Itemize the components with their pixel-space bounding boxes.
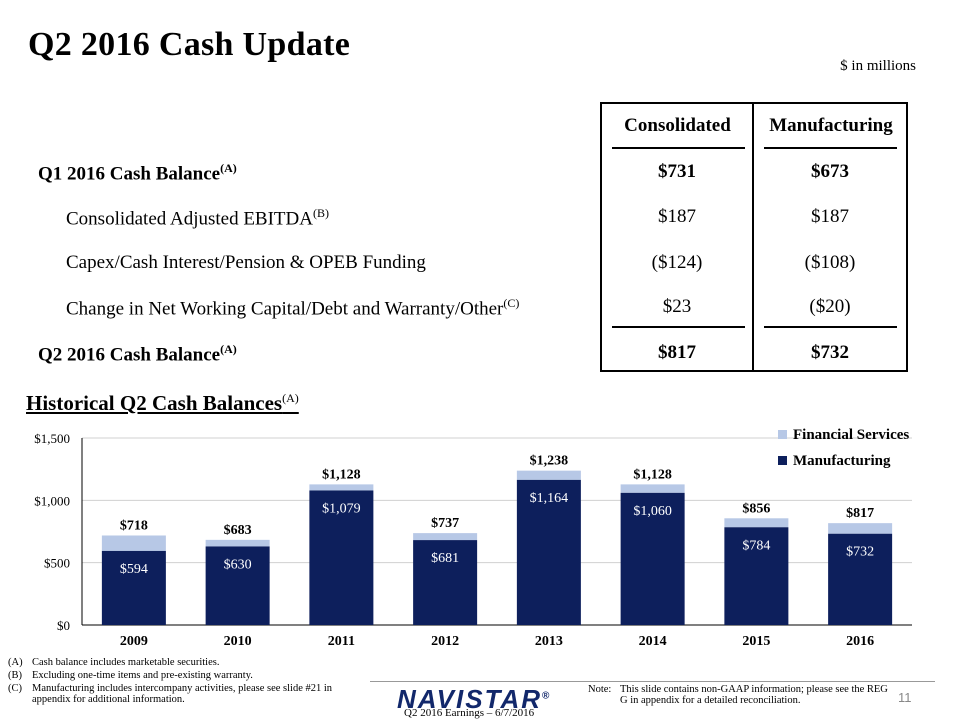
x-tick-label: 2010 bbox=[224, 634, 252, 649]
total-value-label: $856 bbox=[742, 501, 770, 516]
total-value-label: $737 bbox=[431, 516, 459, 531]
table-column-divider bbox=[752, 102, 754, 372]
total-value-label: $718 bbox=[120, 518, 148, 533]
bar-financial-services bbox=[413, 533, 478, 541]
total-value-label: $817 bbox=[846, 506, 874, 521]
row-label-capex: Capex/Cash Interest/Pension & OPEB Fundi… bbox=[66, 252, 426, 273]
footnote-a: (A) Cash balance includes marketable secu… bbox=[8, 657, 220, 668]
x-tick-label: 2014 bbox=[639, 634, 667, 649]
bar-manufacturing bbox=[413, 540, 478, 625]
manufacturing-value-label: $1,079 bbox=[322, 501, 361, 516]
value-q1-consolidated: $731 bbox=[658, 161, 696, 182]
row-label-ebitda: Consolidated Adjusted EBITDA(B) bbox=[66, 206, 329, 230]
column-header-manufacturing: Manufacturing bbox=[769, 115, 893, 136]
value-q1-manufacturing: $673 bbox=[811, 161, 849, 182]
manufacturing-value-label: $630 bbox=[224, 557, 252, 572]
page-number: 11 bbox=[898, 690, 912, 705]
row-label-q1-balance: Q1 2016 Cash Balance(A) bbox=[38, 161, 237, 185]
value-capex-consolidated: ($124) bbox=[651, 252, 703, 273]
bar-manufacturing bbox=[724, 527, 789, 625]
manufacturing-value-label: $784 bbox=[742, 538, 770, 553]
value-working-capital-consolidated: $23 bbox=[662, 296, 692, 317]
historical-chart-title: Historical Q2 Cash Balances(A) bbox=[26, 391, 299, 415]
x-tick-label: 2012 bbox=[431, 634, 459, 649]
x-tick-label: 2015 bbox=[742, 634, 770, 649]
header-rule-consolidated bbox=[612, 147, 745, 149]
total-value-label: $683 bbox=[224, 523, 252, 538]
value-ebitda-manufacturing: $187 bbox=[811, 206, 849, 227]
manufacturing-value-label: $594 bbox=[120, 562, 148, 577]
bar-financial-services bbox=[516, 470, 581, 480]
historical-cash-chart: $0 $500 $1,000 $1,500 $594 $718 2009 $630 $683 20… bbox=[34, 427, 912, 649]
column-header-consolidated: Consolidated bbox=[624, 115, 731, 136]
footer-event-text: Q2 2016 Earnings – 6/7/2016 bbox=[404, 707, 535, 719]
bar-financial-services bbox=[309, 484, 374, 491]
bar-manufacturing bbox=[309, 490, 374, 625]
bar-manufacturing bbox=[205, 546, 270, 625]
navistar-logo: NAVISTAR® bbox=[397, 684, 552, 714]
bar-financial-services bbox=[205, 539, 270, 547]
value-q2-consolidated: $817 bbox=[658, 342, 696, 363]
legend-label-manufacturing: Manufacturing bbox=[793, 453, 891, 469]
footer-divider bbox=[370, 681, 935, 682]
total-value-label: $1,238 bbox=[530, 454, 569, 469]
manufacturing-value-label: $1,164 bbox=[530, 491, 569, 506]
total-rule-manufacturing bbox=[764, 326, 897, 328]
cash-table bbox=[600, 102, 908, 372]
bar-manufacturing bbox=[101, 550, 166, 625]
bar-financial-services bbox=[101, 535, 166, 551]
footnote-c: (C) Manufacturing includes intercompany a… bbox=[8, 683, 333, 705]
total-value-label: $1,128 bbox=[633, 467, 672, 482]
units-label: $ in millions bbox=[840, 58, 916, 74]
total-rule-consolidated bbox=[612, 326, 745, 328]
y-tick-label: $1,000 bbox=[34, 493, 70, 508]
page-title: Q2 2016 Cash Update bbox=[28, 26, 351, 63]
total-value-label: $1,128 bbox=[322, 467, 361, 482]
manufacturing-value-label: $1,060 bbox=[633, 504, 672, 519]
bar-financial-services bbox=[724, 518, 789, 528]
footnote-b: (B) Excluding one-time items and pre-exis… bbox=[8, 670, 253, 681]
y-tick-label: $500 bbox=[44, 556, 70, 571]
y-tick-label: $0 bbox=[57, 618, 70, 633]
legend-label-financial-services: Financial Services bbox=[793, 427, 909, 443]
value-ebitda-consolidated: $187 bbox=[658, 206, 696, 227]
value-working-capital-manufacturing: ($20) bbox=[809, 296, 851, 317]
bar-financial-services bbox=[620, 484, 685, 493]
manufacturing-value-label: $732 bbox=[846, 545, 874, 560]
legend-swatch-manufacturing bbox=[778, 456, 787, 465]
bar-manufacturing bbox=[620, 492, 685, 625]
value-q2-manufacturing: $732 bbox=[811, 342, 849, 363]
x-tick-label: 2009 bbox=[120, 634, 148, 649]
x-tick-label: 2016 bbox=[846, 634, 874, 649]
x-tick-label: 2013 bbox=[535, 634, 563, 649]
value-capex-manufacturing: ($108) bbox=[804, 252, 856, 273]
row-label-working-capital: Change in Net Working Capital/Debt and W… bbox=[66, 296, 520, 320]
manufacturing-value-label: $681 bbox=[431, 551, 459, 566]
header-rule-manufacturing bbox=[764, 147, 897, 149]
row-label-q2-balance: Q2 2016 Cash Balance(A) bbox=[38, 342, 237, 366]
y-tick-label: $1,500 bbox=[34, 431, 70, 446]
bar-manufacturing bbox=[828, 533, 893, 625]
x-tick-label: 2011 bbox=[328, 634, 355, 649]
legend-swatch-financial-services bbox=[778, 430, 787, 439]
bar-manufacturing bbox=[516, 479, 581, 625]
non-gaap-note: Note: This slide contains non-GAAP inform… bbox=[588, 684, 888, 706]
bar-financial-services bbox=[828, 523, 893, 534]
